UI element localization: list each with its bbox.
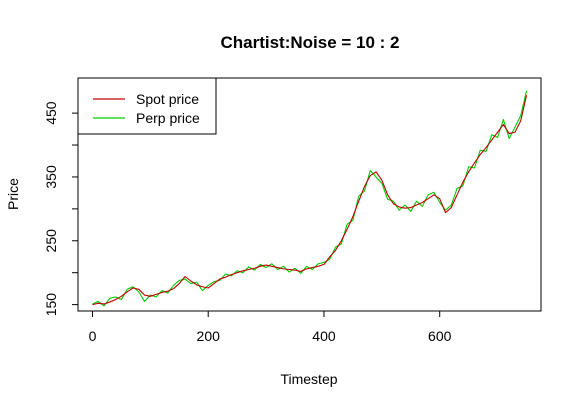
x-tick-label: 0 [89,328,97,344]
x-tick-label: 200 [197,328,221,344]
y-axis-label: Price [5,178,21,210]
chart-title: Chartist:Noise = 10 : 2 [220,33,399,52]
plot-frame [77,77,542,312]
legend-label-spot: Spot price [136,91,199,107]
x-axis: 0 200 400 600 [89,311,452,344]
x-axis-label: Timestep [280,371,337,387]
legend-label-perp: Perp price [136,110,200,126]
x-tick-label: 600 [428,328,452,344]
legend-box [77,77,217,135]
series-line-spot [92,95,528,306]
series-group [92,90,528,307]
legend: Spot price Perp price [77,77,217,135]
y-tick-label: 150 [43,293,59,317]
y-tick-label: 250 [43,229,59,253]
y-tick-label: 350 [43,165,59,189]
x-tick-label: 400 [312,328,336,344]
y-tick-label: 450 [43,101,59,125]
y-axis: 150 250 350 450 [43,101,78,316]
